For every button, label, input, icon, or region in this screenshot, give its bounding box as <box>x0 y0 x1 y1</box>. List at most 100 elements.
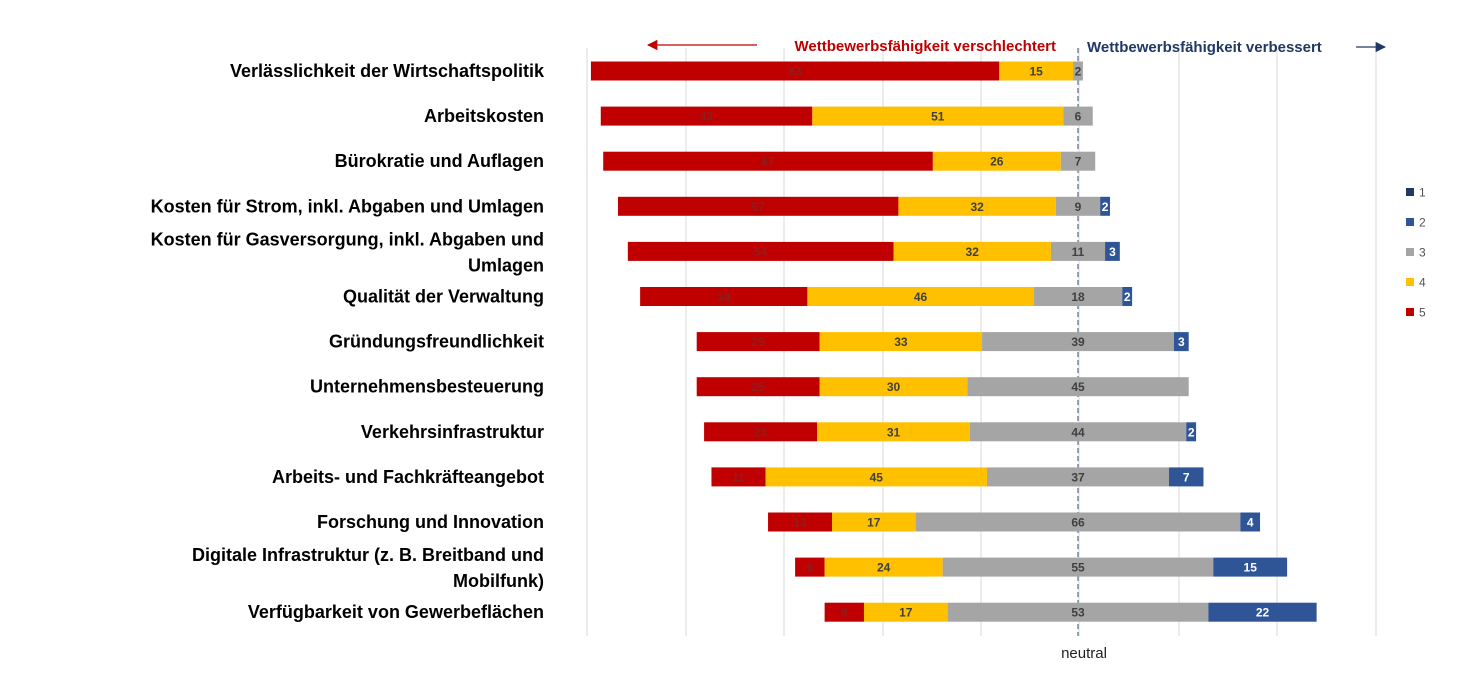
header-right-text: Wettbewerbsfähigkeit verbessert <box>1087 39 1322 56</box>
category-label: Verfügbarkeit von Gewerbeflächen <box>248 602 544 622</box>
data-label: 25 <box>752 380 766 394</box>
direction-headers: Wettbewerbsfähigkeit verschlechtert Wett… <box>646 38 1387 56</box>
bar-segment-5 <box>590 61 1000 81</box>
data-label: 15 <box>1030 65 1044 79</box>
category-label: Verkehrsinfrastruktur <box>361 422 544 442</box>
data-label: 17 <box>867 516 881 530</box>
bar-segment-5 <box>824 602 864 622</box>
bar-segment-4 <box>765 467 987 487</box>
bar-segment-3 <box>969 422 1187 442</box>
category-label: Gründungsfreundlichkeit <box>329 332 544 352</box>
category-label: Unternehmensbesteuerung <box>310 377 544 397</box>
bar-segment-4 <box>819 332 983 352</box>
data-label: 13 <box>793 516 807 530</box>
data-label: 6 <box>1075 110 1082 124</box>
data-label: 51 <box>931 110 945 124</box>
data-label: 37 <box>1071 470 1085 484</box>
bar-segment-3 <box>947 602 1209 622</box>
legend-swatch-5 <box>1406 308 1414 316</box>
data-label: 3 <box>1178 335 1185 349</box>
header-left-text: Wettbewerbsfähigkeit verschlechtert <box>795 38 1056 55</box>
data-label: 7 <box>1075 155 1082 169</box>
bars-group: 83 15 243 51 667 26 757 32 9 254 32 11 334 46 18 225 33 3… <box>590 61 1317 622</box>
legend: 1 2 3 4 5 <box>1406 186 1426 320</box>
data-label: 32 <box>970 200 984 214</box>
data-label: 9 <box>1075 200 1082 214</box>
bar-segment-4 <box>824 557 943 577</box>
data-label: 26 <box>990 155 1004 169</box>
bar-segment-2 <box>1100 196 1110 216</box>
legend-label-1: 1 <box>1419 186 1426 200</box>
data-label: 66 <box>1071 516 1085 530</box>
legend-label-5: 5 <box>1419 306 1426 320</box>
data-label: 34 <box>717 290 731 304</box>
data-label: 11 <box>732 470 745 484</box>
data-label: 31 <box>887 425 901 439</box>
data-label: 33 <box>894 335 908 349</box>
bar-segment-5 <box>795 557 825 577</box>
bar-segment-3 <box>982 332 1174 352</box>
bar-segment-3 <box>1033 287 1123 306</box>
bar-segment-2 <box>1186 422 1197 442</box>
data-label: 46 <box>914 290 928 304</box>
data-label: 67 <box>761 155 775 169</box>
data-label: 32 <box>966 245 980 259</box>
bar-segment-2 <box>1240 512 1261 532</box>
bar-segment-3 <box>986 467 1170 487</box>
data-label: 30 <box>887 380 901 394</box>
category-label: Kosten für Strom, inkl. Abgaben und Umla… <box>151 196 544 216</box>
legend-swatch-4 <box>1406 278 1414 286</box>
bar-segment-2 <box>1122 287 1133 306</box>
bar-segment-4 <box>863 602 948 622</box>
bar-segment-4 <box>819 377 968 397</box>
legend-label-3: 3 <box>1419 246 1426 260</box>
data-label: 2 <box>1124 290 1131 304</box>
bar-segment-5 <box>768 512 832 532</box>
bar-segment-4 <box>999 61 1074 81</box>
bar-segment-4 <box>812 106 1064 126</box>
data-label: 44 <box>1071 425 1085 439</box>
bar-segment-3 <box>915 512 1241 532</box>
bar-segment-2 <box>1173 332 1189 352</box>
bar-segment-2 <box>1208 602 1317 622</box>
data-label: 53 <box>1071 606 1085 620</box>
data-label: 55 <box>1071 561 1085 575</box>
data-label: 8 <box>841 606 848 620</box>
data-label: 43 <box>700 110 714 124</box>
data-label: 24 <box>877 561 891 575</box>
category-label: Bürokratie und Auflagen <box>335 151 544 171</box>
legend-swatch-2 <box>1406 218 1414 226</box>
data-label: 17 <box>899 606 913 620</box>
bar-segment-5 <box>627 241 894 261</box>
data-label: 18 <box>1071 290 1085 304</box>
bar-segment-3 <box>942 557 1214 577</box>
bar-segment-4 <box>898 196 1056 216</box>
bar-segment-5 <box>711 467 766 487</box>
legend-label-4: 4 <box>1419 276 1426 290</box>
bar-segment-2 <box>1169 467 1204 487</box>
data-label: 11 <box>1072 245 1085 259</box>
legend-swatch-3 <box>1406 248 1414 256</box>
bar-segment-5 <box>600 106 813 126</box>
category-label: Verlässlichkeit der Wirtschaftspolitik <box>230 61 545 81</box>
data-label: 6 <box>807 561 814 575</box>
bar-segment-5 <box>696 377 820 397</box>
category-label: Arbeits- und Fachkräfteangebot <box>272 467 544 487</box>
bar-segment-3 <box>1063 106 1093 126</box>
bar-segment-5 <box>696 332 820 352</box>
category-label: Arbeitskosten <box>424 106 544 126</box>
category-label: Qualität der Verwaltung <box>343 287 544 307</box>
data-label: 57 <box>752 200 766 214</box>
bar-segment-5 <box>603 151 933 171</box>
bar-segment-3 <box>1050 241 1106 261</box>
data-label: 83 <box>788 65 802 79</box>
legend-swatch-1 <box>1406 188 1414 196</box>
data-label: 45 <box>870 470 884 484</box>
bar-segment-5 <box>704 422 818 442</box>
data-label: 54 <box>754 245 768 259</box>
bar-segment-2 <box>1213 557 1288 577</box>
bar-segment-3 <box>967 377 1189 397</box>
category-label: Digitale Infrastruktur (z. B. Breitband … <box>192 545 544 591</box>
category-label: Forschung und Innovation <box>317 512 544 532</box>
